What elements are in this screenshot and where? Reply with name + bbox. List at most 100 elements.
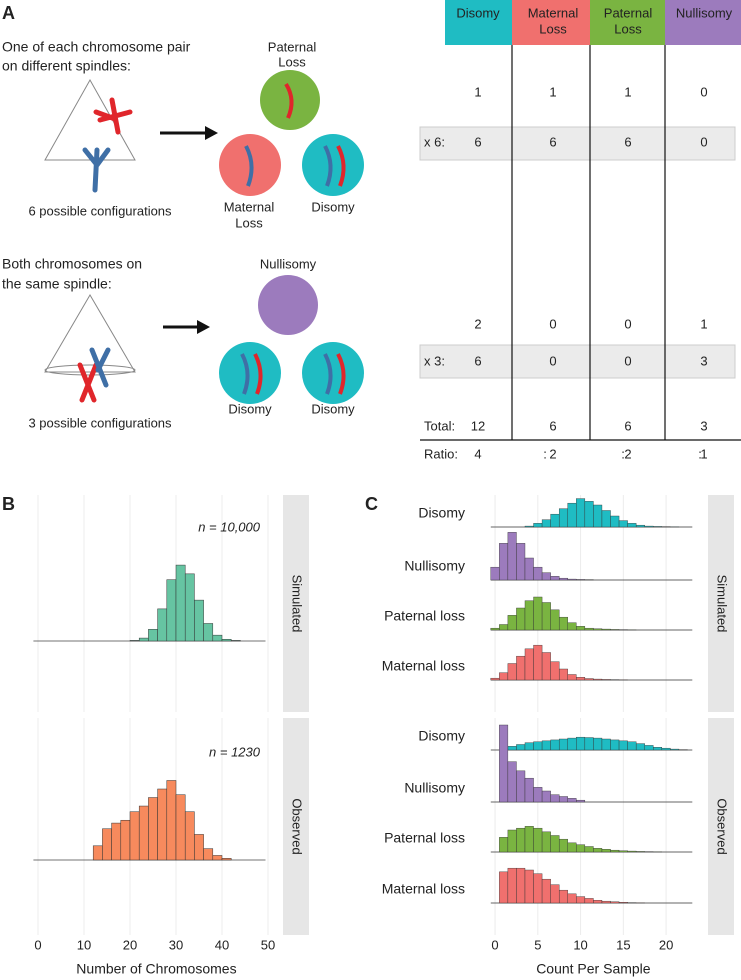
row-label: Total: bbox=[424, 418, 455, 433]
bar bbox=[593, 737, 603, 751]
bar bbox=[541, 790, 551, 803]
series-label: Nullisomy bbox=[404, 558, 465, 574]
bar bbox=[550, 739, 560, 751]
bar bbox=[524, 742, 534, 751]
bar bbox=[610, 849, 620, 853]
bar bbox=[550, 513, 560, 528]
series-label: Maternal loss bbox=[382, 658, 465, 674]
header-label: Loss bbox=[614, 21, 642, 36]
bar bbox=[653, 526, 663, 528]
circle-label: Disomy bbox=[311, 199, 355, 214]
spindle bbox=[44, 78, 136, 161]
bar bbox=[610, 629, 620, 631]
bar bbox=[516, 655, 526, 681]
bar bbox=[593, 504, 603, 528]
bar bbox=[203, 848, 214, 861]
bar bbox=[610, 515, 620, 528]
bar bbox=[567, 578, 577, 581]
bar bbox=[558, 668, 568, 681]
bar bbox=[567, 893, 577, 904]
table-cell: 6 bbox=[549, 134, 556, 149]
series-label: Paternal loss bbox=[384, 608, 465, 624]
diagram-shapes bbox=[44, 70, 364, 404]
circle bbox=[258, 275, 318, 335]
bar bbox=[550, 609, 560, 631]
table-cell: 0 bbox=[624, 353, 631, 368]
chromosome bbox=[244, 145, 254, 187]
table-cell: 2 bbox=[624, 446, 631, 461]
diagram-text: Both chromosomes on bbox=[2, 256, 142, 272]
circle-label: Disomy bbox=[311, 401, 355, 416]
spindle bbox=[44, 294, 136, 373]
bar bbox=[184, 811, 195, 861]
bar bbox=[194, 599, 204, 642]
bar bbox=[541, 572, 551, 581]
bar bbox=[541, 652, 551, 681]
bar bbox=[576, 677, 586, 681]
chromosome bbox=[323, 145, 333, 187]
bar bbox=[576, 844, 586, 853]
annotation: n = 10,000 bbox=[198, 519, 261, 534]
bar bbox=[516, 827, 526, 853]
arrow-head bbox=[205, 126, 218, 140]
bar bbox=[524, 557, 534, 581]
bar bbox=[490, 677, 500, 681]
bar bbox=[635, 851, 645, 853]
bar bbox=[490, 627, 500, 631]
bar bbox=[507, 761, 517, 803]
bar bbox=[516, 607, 526, 631]
bar bbox=[148, 629, 158, 642]
facet-label: Observed bbox=[715, 798, 730, 854]
x-tick-label: 15 bbox=[616, 937, 630, 952]
diagram-text: One of each chromosome pair bbox=[2, 39, 191, 55]
table-cell: 0 bbox=[624, 316, 631, 331]
x-tick-label: 40 bbox=[215, 937, 229, 952]
bar bbox=[175, 564, 186, 642]
series-label: Nullisomy bbox=[404, 780, 465, 796]
bar bbox=[166, 579, 177, 642]
bar bbox=[533, 873, 543, 904]
header-label: Paternal bbox=[604, 5, 653, 20]
header-cell bbox=[512, 0, 590, 45]
chromosome bbox=[336, 353, 346, 395]
diagram-text: 3 possible configurations bbox=[28, 415, 172, 430]
circle bbox=[302, 342, 364, 404]
bar bbox=[670, 748, 680, 751]
bar bbox=[507, 532, 517, 581]
bar bbox=[524, 600, 534, 631]
header-label: Disomy bbox=[456, 5, 500, 20]
bar bbox=[129, 640, 140, 642]
circle-label: Maternal bbox=[224, 199, 275, 214]
bar bbox=[584, 898, 594, 904]
row-label: x 3: bbox=[424, 353, 445, 368]
circle-label: Disomy bbox=[228, 401, 272, 416]
ratio-separator: : bbox=[698, 446, 702, 461]
bar bbox=[499, 871, 509, 904]
table-cell: 6 bbox=[474, 353, 481, 368]
bar bbox=[593, 848, 603, 853]
bar bbox=[541, 878, 551, 904]
chromosome bbox=[93, 97, 133, 135]
facet-strip bbox=[708, 718, 734, 935]
bar bbox=[175, 794, 186, 861]
bar bbox=[499, 672, 509, 681]
circle bbox=[219, 342, 281, 404]
panel-letter: A bbox=[2, 3, 15, 23]
bar bbox=[507, 829, 517, 853]
bar bbox=[541, 831, 551, 853]
bar bbox=[541, 602, 551, 631]
table-cell: 1 bbox=[624, 84, 631, 99]
bar bbox=[584, 846, 594, 853]
bar bbox=[601, 679, 611, 681]
bar bbox=[111, 822, 122, 861]
bar bbox=[541, 519, 551, 528]
bar bbox=[618, 850, 628, 853]
x-tick-label: 30 bbox=[169, 937, 183, 952]
series-label: Paternal loss bbox=[384, 830, 465, 846]
bar bbox=[601, 900, 611, 904]
series-label: Maternal loss bbox=[382, 881, 465, 897]
bar bbox=[533, 596, 543, 631]
table-cell: 6 bbox=[549, 418, 556, 433]
bar bbox=[635, 743, 645, 751]
